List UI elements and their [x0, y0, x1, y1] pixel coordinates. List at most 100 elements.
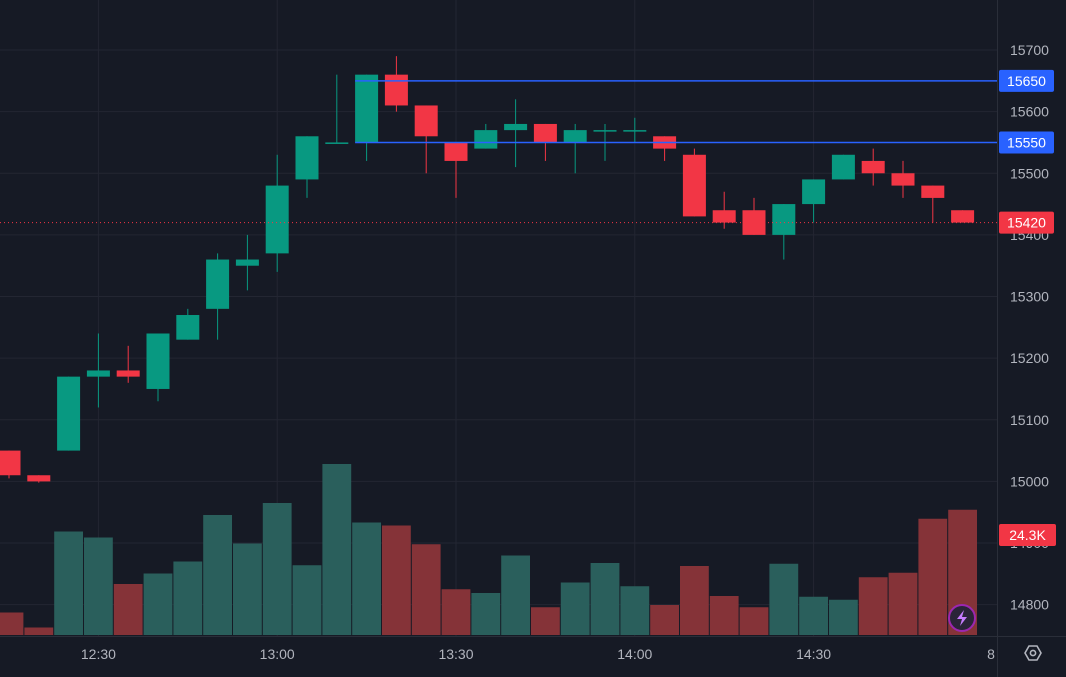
- volume-bar: [24, 627, 54, 635]
- price-tick-label: 15600: [1010, 104, 1049, 120]
- volume-bar: [888, 572, 918, 635]
- volume-tag: [999, 524, 1056, 546]
- volume-bar: [799, 596, 828, 635]
- candle: [742, 197, 766, 235]
- candle-body: [146, 333, 170, 389]
- candle: [116, 345, 140, 383]
- candle: [623, 117, 647, 143]
- candle: [146, 333, 170, 402]
- time-tick-label: 13:00: [260, 646, 295, 662]
- volume-bar: [143, 573, 173, 635]
- price-level-tag-label: 15550: [1007, 134, 1046, 150]
- candle: [653, 136, 677, 161]
- volume-bar: [84, 537, 113, 635]
- volume-bar: [501, 555, 530, 635]
- volume-bar: [0, 612, 24, 635]
- price-level-tag-label: 15650: [1007, 73, 1046, 89]
- candle-body: [265, 185, 289, 254]
- candle-body: [742, 210, 766, 235]
- candle-body: [295, 136, 319, 180]
- candle: [265, 154, 289, 272]
- volume-bar: [411, 544, 441, 635]
- candle-body: [682, 154, 706, 217]
- price-level-tag: [999, 131, 1054, 154]
- time-tick-label: 14:00: [617, 646, 652, 662]
- candle-body: [802, 179, 826, 205]
- candle-body: [355, 74, 379, 143]
- volume-tag-label: 24.3K: [1009, 527, 1046, 543]
- time-axis[interactable]: 12:30 13:00 13:30 14:00 14:30: [81, 646, 831, 662]
- volume-bars: [0, 464, 977, 635]
- candle: [831, 154, 855, 180]
- volume-bar: [441, 589, 471, 635]
- candle: [355, 74, 379, 161]
- candle: [951, 210, 975, 223]
- volume-bar: [113, 584, 143, 635]
- candle: [682, 148, 706, 217]
- volume-bar: [829, 599, 858, 635]
- candle-body: [563, 130, 587, 143]
- lightning-icon[interactable]: [948, 604, 976, 632]
- volume-bar: [769, 563, 799, 635]
- volume-bar: [680, 566, 709, 635]
- time-tick-label: 12:30: [81, 646, 116, 662]
- candles: [0, 56, 975, 483]
- candle: [295, 136, 319, 198]
- candle: [206, 253, 230, 340]
- candle: [235, 234, 259, 291]
- candle-body: [712, 210, 736, 223]
- price-axis[interactable]: 1480014900150001510015200153001540015500…: [999, 42, 1056, 613]
- candle-body: [533, 123, 557, 143]
- volume-bar: [531, 607, 560, 635]
- candle: [802, 179, 826, 223]
- candle: [86, 333, 110, 408]
- horizontal-levels[interactable]: [0, 80, 997, 224]
- settings-icon[interactable]: [1024, 645, 1042, 661]
- current-price-tag: [999, 211, 1054, 234]
- volume-bar: [471, 593, 501, 635]
- candle-body: [235, 259, 259, 266]
- volume-bar: [203, 515, 232, 635]
- volume-bar: [709, 596, 739, 635]
- candle: [325, 74, 349, 144]
- volume-bar: [322, 464, 352, 635]
- candle: [891, 160, 915, 198]
- candle-body: [325, 142, 349, 144]
- time-tick-label: 14:30: [796, 646, 831, 662]
- volume-bar: [739, 607, 769, 635]
- candle-body: [206, 259, 230, 309]
- candle-body: [57, 376, 81, 451]
- volume-bar: [173, 561, 203, 635]
- candle: [474, 123, 498, 149]
- candle: [176, 308, 200, 340]
- candle-body: [951, 210, 975, 223]
- candle: [414, 105, 438, 174]
- volume-bar: [292, 565, 322, 635]
- candle: [921, 185, 945, 223]
- candle-body: [384, 74, 408, 106]
- volume-bar: [918, 518, 948, 635]
- volume-bar: [382, 525, 411, 635]
- volume-bar: [54, 531, 83, 635]
- price-tick-label: 15200: [1010, 350, 1049, 366]
- price-level-tag: [999, 69, 1054, 92]
- candle-body: [0, 450, 21, 476]
- candle: [0, 450, 21, 479]
- candle-body: [772, 204, 796, 235]
- current-price-tag-label: 15420: [1007, 215, 1046, 231]
- volume-bar: [590, 563, 620, 635]
- volume-bar: [233, 543, 262, 635]
- candle: [712, 191, 736, 229]
- candle: [504, 99, 528, 168]
- volume-bar: [352, 522, 381, 635]
- price-tick-label: 14800: [1010, 597, 1049, 613]
- candle-body: [444, 142, 468, 161]
- volume-bar: [650, 605, 679, 635]
- candle-body: [891, 173, 915, 186]
- candle-body: [474, 130, 498, 149]
- candle: [384, 56, 408, 112]
- volume-bar: [620, 586, 650, 635]
